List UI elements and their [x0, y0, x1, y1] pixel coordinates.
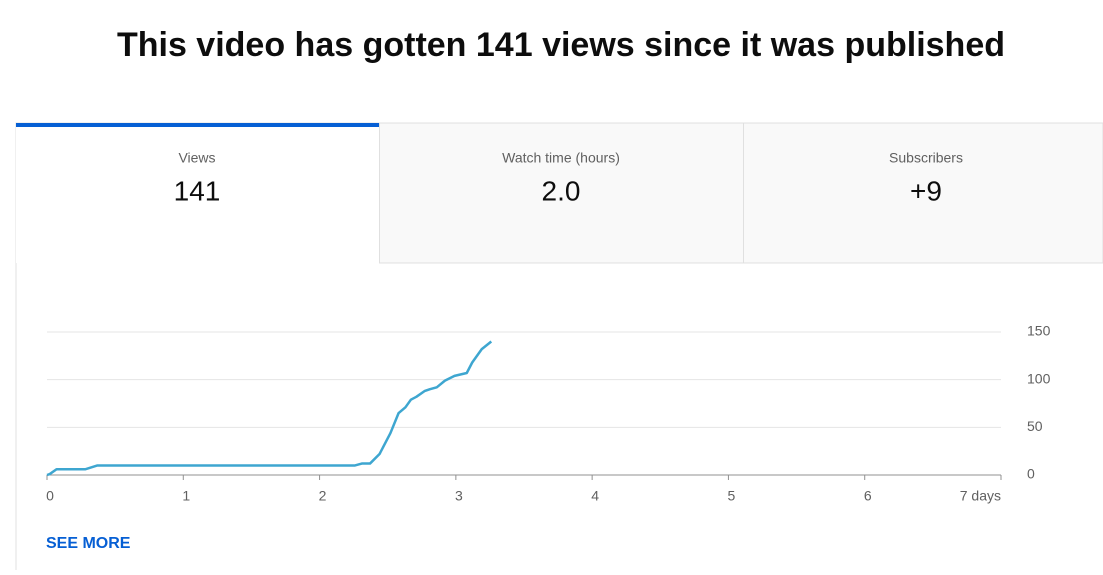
x-tick-label: 0	[46, 488, 54, 504]
tab-value: 2.0	[542, 175, 581, 206]
tab-label: Views	[178, 150, 215, 166]
tab-value: +9	[910, 175, 942, 206]
tab-indicator	[16, 123, 379, 127]
tab-label: Subscribers	[889, 150, 963, 166]
page-title: This video has gotten 141 views since it…	[117, 26, 1005, 64]
x-tick-label: 7 days	[960, 488, 1001, 504]
see-more-link[interactable]: SEE MORE	[46, 535, 131, 552]
tab-value: 141	[174, 175, 221, 206]
y-tick-label: 50	[1027, 418, 1043, 434]
x-tick-label: 2	[319, 488, 327, 504]
tab[interactable]: Subscribers +9	[889, 150, 963, 207]
tab[interactable]: Views 141	[16, 123, 379, 264]
x-tick-label: 3	[455, 488, 463, 504]
y-tick-label: 0	[1027, 466, 1035, 482]
tab-bg	[16, 123, 379, 264]
tab[interactable]: Watch time (hours) 2.0	[502, 150, 620, 207]
x-tick-label: 6	[864, 488, 872, 504]
x-tick-label: 4	[591, 488, 599, 504]
y-tick-label: 100	[1027, 370, 1051, 386]
tab-label: Watch time (hours)	[502, 150, 620, 166]
x-tick-label: 5	[728, 488, 736, 504]
plot: 0 50 100 150 0 1 2 3 4 5 6 7 days	[46, 323, 1050, 504]
x-tick-label: 1	[182, 488, 190, 504]
data-line	[46, 340, 493, 477]
y-tick-label: 150	[1027, 323, 1051, 339]
